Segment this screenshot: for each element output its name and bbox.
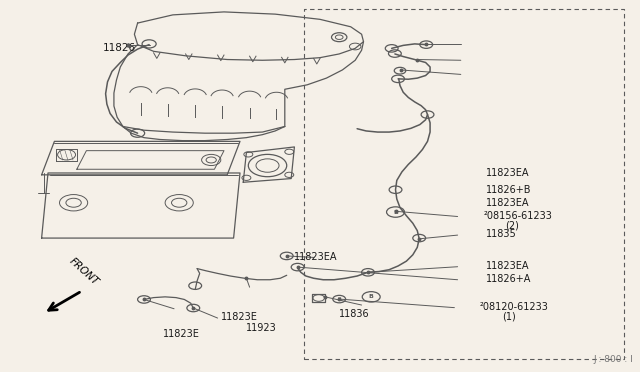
Text: ²08156-61233: ²08156-61233: [484, 211, 553, 221]
Text: 11835: 11835: [486, 230, 517, 239]
Text: 11823EA: 11823EA: [486, 168, 530, 178]
Text: B: B: [369, 294, 374, 299]
Text: 11826+B: 11826+B: [486, 185, 532, 195]
Text: (1): (1): [502, 311, 516, 321]
Text: B: B: [393, 209, 398, 215]
Text: 11826: 11826: [102, 44, 136, 53]
Text: 11823E: 11823E: [221, 312, 258, 322]
Text: J : 800 : I: J : 800 : I: [594, 355, 634, 364]
Text: ²08120-61233: ²08120-61233: [480, 302, 549, 312]
Text: (2): (2): [506, 220, 520, 230]
Text: 11826+A: 11826+A: [486, 274, 532, 284]
Text: B: B: [337, 296, 341, 302]
Text: 11823EA: 11823EA: [486, 261, 530, 271]
Text: 11823E: 11823E: [163, 329, 200, 339]
Text: 11823EA: 11823EA: [294, 252, 338, 262]
Text: FRONT: FRONT: [67, 256, 100, 287]
Text: 11836: 11836: [339, 310, 370, 319]
Text: 11823EA: 11823EA: [486, 198, 530, 208]
Text: 11923: 11923: [246, 324, 277, 333]
